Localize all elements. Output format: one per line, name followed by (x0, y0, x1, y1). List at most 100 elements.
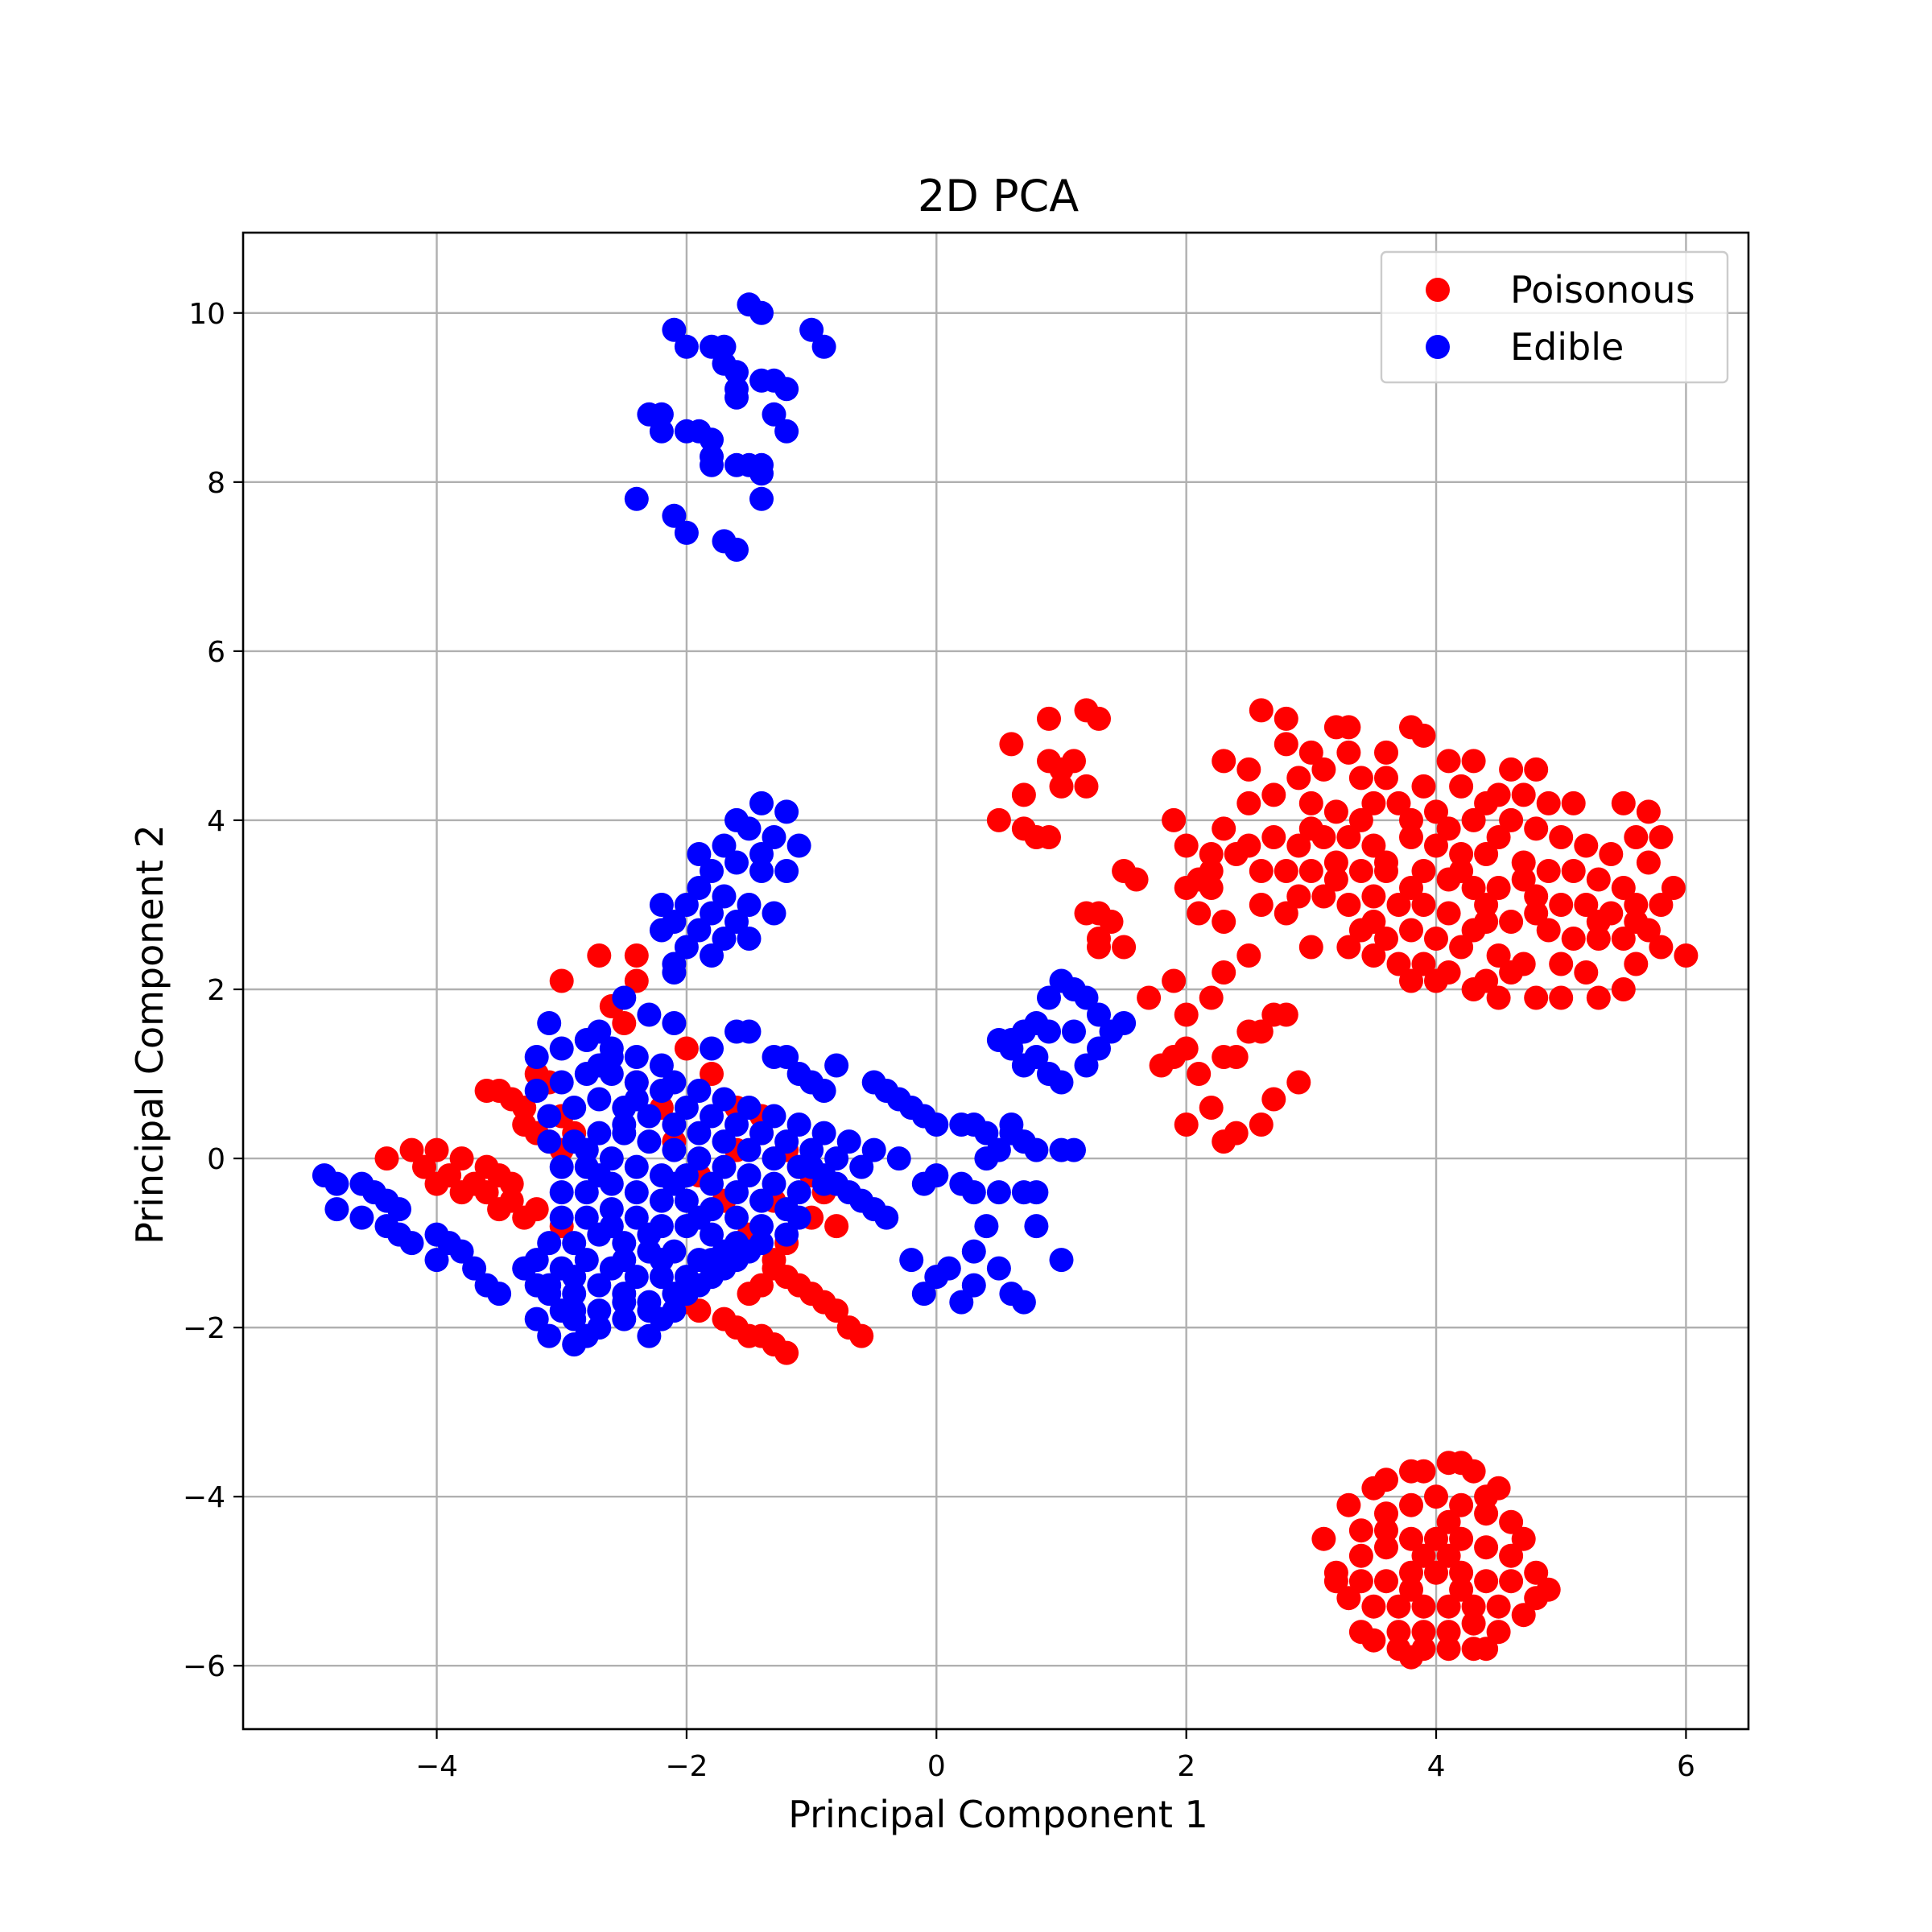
data-point (1374, 1535, 1398, 1560)
data-point (749, 1273, 774, 1298)
data-point (1124, 867, 1149, 892)
data-point (1074, 774, 1099, 799)
data-point (1524, 985, 1549, 1010)
data-point (1449, 1492, 1474, 1517)
data-point (612, 1290, 637, 1315)
data-point (824, 1053, 849, 1078)
data-point (1524, 816, 1549, 841)
data-point (1524, 757, 1549, 782)
data-point (549, 1205, 574, 1230)
data-point (1298, 791, 1323, 815)
data-point (549, 1154, 574, 1179)
data-point (1249, 1113, 1274, 1137)
data-point (1411, 1637, 1436, 1662)
data-point (1386, 893, 1411, 917)
data-point (1474, 791, 1499, 815)
data-point (1511, 867, 1536, 892)
data-point (1311, 884, 1336, 909)
data-point (537, 1273, 562, 1298)
data-point (1336, 1492, 1361, 1517)
data-point (662, 317, 687, 342)
data-point (1261, 782, 1286, 807)
data-point (1411, 893, 1436, 917)
data-point (662, 503, 687, 528)
data-point (749, 842, 774, 866)
data-point (749, 791, 774, 815)
data-point (1199, 859, 1224, 883)
data-point (524, 1045, 549, 1069)
data-point (700, 1104, 724, 1129)
data-point (762, 825, 786, 849)
data-point (1661, 876, 1686, 900)
data-point (1024, 1214, 1049, 1239)
data-point (1386, 791, 1411, 815)
data-point (1286, 833, 1311, 858)
data-point (1624, 825, 1649, 849)
data-point (774, 377, 799, 402)
data-point (811, 1171, 836, 1196)
data-point (700, 452, 724, 477)
data-point (762, 1171, 786, 1196)
data-point (1649, 935, 1674, 960)
data-point (1461, 918, 1486, 943)
data-point (1474, 1501, 1499, 1526)
data-point (1386, 952, 1411, 976)
data-point (574, 1205, 599, 1230)
data-point (1199, 985, 1224, 1010)
data-point (1224, 1045, 1249, 1069)
data-point (324, 1197, 349, 1222)
data-point (1624, 893, 1649, 917)
data-point (449, 1180, 474, 1205)
data-point (549, 1180, 574, 1205)
data-point (1524, 1560, 1549, 1585)
data-point (712, 1087, 737, 1112)
data-point (587, 1019, 612, 1044)
data-point (512, 1096, 537, 1120)
data-point (1236, 791, 1261, 815)
data-point (662, 1298, 687, 1323)
data-point (724, 1205, 749, 1230)
data-point (712, 334, 737, 359)
data-point (1499, 1569, 1524, 1594)
data-point (774, 1045, 799, 1069)
data-point (700, 1171, 724, 1196)
data-point (924, 1265, 949, 1290)
data-point (1249, 1019, 1274, 1044)
data-point (1486, 1594, 1511, 1619)
data-point (1524, 884, 1549, 909)
data-point (649, 893, 674, 917)
data-point (1249, 859, 1274, 883)
data-point (1611, 927, 1636, 951)
data-point (1336, 715, 1361, 740)
data-point (1636, 918, 1661, 943)
data-point (662, 1137, 687, 1162)
y-tick-label: −4 (183, 1481, 225, 1514)
data-point (662, 1171, 687, 1196)
data-point (1249, 893, 1274, 917)
data-point (1099, 910, 1124, 934)
data-point (1636, 799, 1661, 824)
data-point (687, 918, 712, 943)
data-point (1486, 943, 1511, 968)
data-point (374, 1146, 399, 1171)
data-point (624, 1205, 649, 1230)
data-point (1561, 927, 1586, 951)
data-point (487, 1197, 512, 1222)
data-point (1586, 927, 1611, 951)
data-point (1436, 1620, 1461, 1645)
data-point (1298, 859, 1323, 883)
data-point (986, 1137, 1011, 1162)
data-point (1486, 825, 1511, 849)
data-point (1011, 1290, 1036, 1315)
data-point (1361, 910, 1386, 934)
data-point (1399, 825, 1423, 849)
x-axis-label: Principal Component 1 (788, 1793, 1208, 1836)
data-point (1274, 732, 1298, 757)
data-point (1461, 807, 1486, 832)
y-tick-label: 10 (188, 298, 225, 331)
data-point (1037, 1062, 1061, 1086)
data-point (1024, 1137, 1049, 1162)
data-point (1399, 1492, 1423, 1517)
data-point (712, 1154, 737, 1179)
